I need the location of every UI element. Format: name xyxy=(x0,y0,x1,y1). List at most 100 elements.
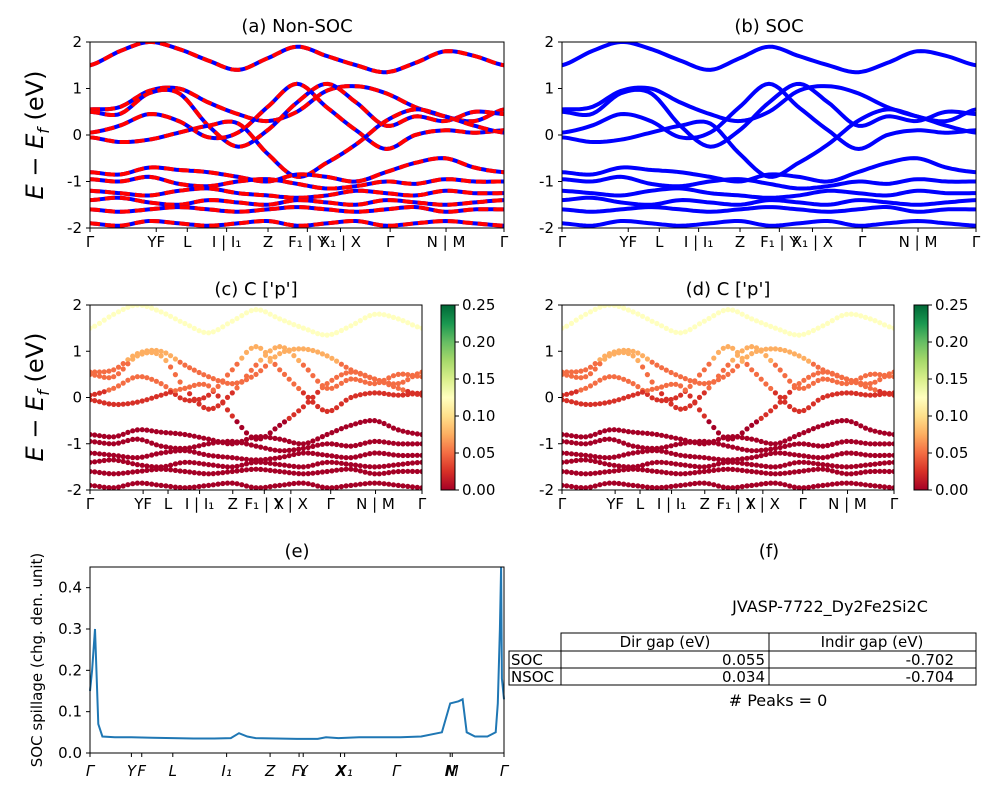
panel-c-point xyxy=(163,384,169,390)
panel-c-point xyxy=(357,370,363,376)
panel-d-point xyxy=(649,359,655,365)
panel-c-point xyxy=(324,353,330,359)
panel-c-point xyxy=(101,369,107,375)
gap-table-nsoc-dir: 0.034 xyxy=(722,668,765,686)
panel-d-bands xyxy=(562,305,894,490)
panel-c-point xyxy=(300,441,306,447)
panel-c-point xyxy=(248,484,254,490)
panel-d-point xyxy=(886,452,892,458)
panel-b-xtick-label: X₁ | X xyxy=(792,233,833,251)
panel-c-point xyxy=(106,387,112,393)
panel-c-point xyxy=(201,435,207,441)
panel-c-point xyxy=(310,470,316,476)
gap-table-row-nsoc xyxy=(508,667,977,686)
panel-c-xtick-label: Γ xyxy=(86,495,95,513)
panel-c-point xyxy=(372,390,378,396)
panel-c-point xyxy=(101,389,107,395)
panel-c-point xyxy=(234,380,240,386)
panel-c-point xyxy=(243,467,250,473)
panel-c-point xyxy=(210,387,216,393)
panel-d-point xyxy=(625,466,632,472)
panel-c-point xyxy=(196,460,202,466)
panel-d-point xyxy=(583,485,589,490)
panel-c-point xyxy=(277,455,283,461)
panel-c-point xyxy=(243,430,250,436)
panel-c-point xyxy=(92,450,98,456)
panel-c-point xyxy=(353,393,359,399)
panel-d-point xyxy=(725,307,731,313)
panel-c-xtick-label: Z xyxy=(228,495,238,513)
panel-c-point xyxy=(305,463,311,469)
panel-c-point xyxy=(277,468,283,475)
panel-d-point xyxy=(877,460,883,467)
panel-d-point xyxy=(758,481,764,487)
panel-c-point xyxy=(367,464,373,470)
panel-d-point xyxy=(692,400,698,406)
panel-d-point xyxy=(853,380,859,386)
panel-a-xtick-label: F₁ | Y xyxy=(288,233,327,251)
panel-d-point xyxy=(867,468,873,475)
panel-a-ytick-label: 0 xyxy=(72,126,82,144)
panel-c-point xyxy=(258,345,264,351)
panel-d-point xyxy=(815,443,821,449)
panel-d-point xyxy=(616,305,622,309)
panel-c-point xyxy=(390,482,397,488)
panel-d-point xyxy=(801,407,807,414)
panel-d-point xyxy=(739,456,745,462)
panel-d-point xyxy=(616,467,622,473)
panel-d-point xyxy=(663,397,669,404)
panel-d-point xyxy=(578,314,584,320)
panel-c-point xyxy=(390,462,397,468)
panel-c-point xyxy=(386,470,392,476)
panel-c-point xyxy=(248,466,254,472)
panel-c-point xyxy=(324,385,330,391)
panel-d-point xyxy=(663,444,669,450)
panel-d-point xyxy=(763,322,769,328)
panel-d-point xyxy=(606,462,613,468)
panel-d-point xyxy=(753,437,760,443)
panel-c-point xyxy=(343,377,349,384)
panel-c-point xyxy=(96,439,103,446)
panel-c-point xyxy=(310,482,316,488)
panel-c-point xyxy=(172,372,178,378)
panel-c-point xyxy=(120,366,126,372)
panel-d-title: (d) C ['p'] xyxy=(686,279,771,300)
panel-c-point xyxy=(220,454,226,460)
panel-b-band-5 xyxy=(562,174,976,191)
panel-a-xtick-label: YF xyxy=(146,233,165,251)
panel-c-point xyxy=(234,419,240,425)
panel-d-point xyxy=(886,460,892,466)
panel-d-point xyxy=(749,367,755,373)
panel-d-cbar-tick-label: 0.00 xyxy=(935,481,968,499)
panel-c-point xyxy=(153,307,159,313)
panel-c-point xyxy=(372,381,378,387)
panel-c-point xyxy=(395,385,401,391)
panel-d-point xyxy=(867,482,873,488)
panel-c-point xyxy=(281,419,288,425)
panel-d-point xyxy=(739,484,745,490)
panel-d-point xyxy=(777,394,783,400)
panel-c-point xyxy=(215,327,221,333)
panel-c-point xyxy=(286,447,292,453)
panel-c-point xyxy=(111,367,117,373)
panel-d-point xyxy=(564,391,570,397)
panel-c-point xyxy=(96,369,103,375)
panel-d-point xyxy=(734,363,741,369)
panel-c-point xyxy=(305,399,311,405)
panel-c-point xyxy=(229,480,235,486)
panel-d-point xyxy=(825,421,831,427)
panel-c-point xyxy=(130,428,136,434)
panel-c-point xyxy=(315,451,321,457)
panel-c-point xyxy=(239,456,245,462)
panel-d-point xyxy=(848,480,854,486)
panel-c-point xyxy=(376,480,382,486)
panel-c-point xyxy=(90,459,93,465)
panel-c-point xyxy=(224,407,231,413)
panel-d-point xyxy=(739,435,745,441)
panel-d-point xyxy=(753,318,760,324)
panel-d-point xyxy=(725,344,731,350)
panel-d-point xyxy=(815,424,821,430)
panel-d-point xyxy=(734,484,741,490)
panel-c-point xyxy=(367,439,373,445)
